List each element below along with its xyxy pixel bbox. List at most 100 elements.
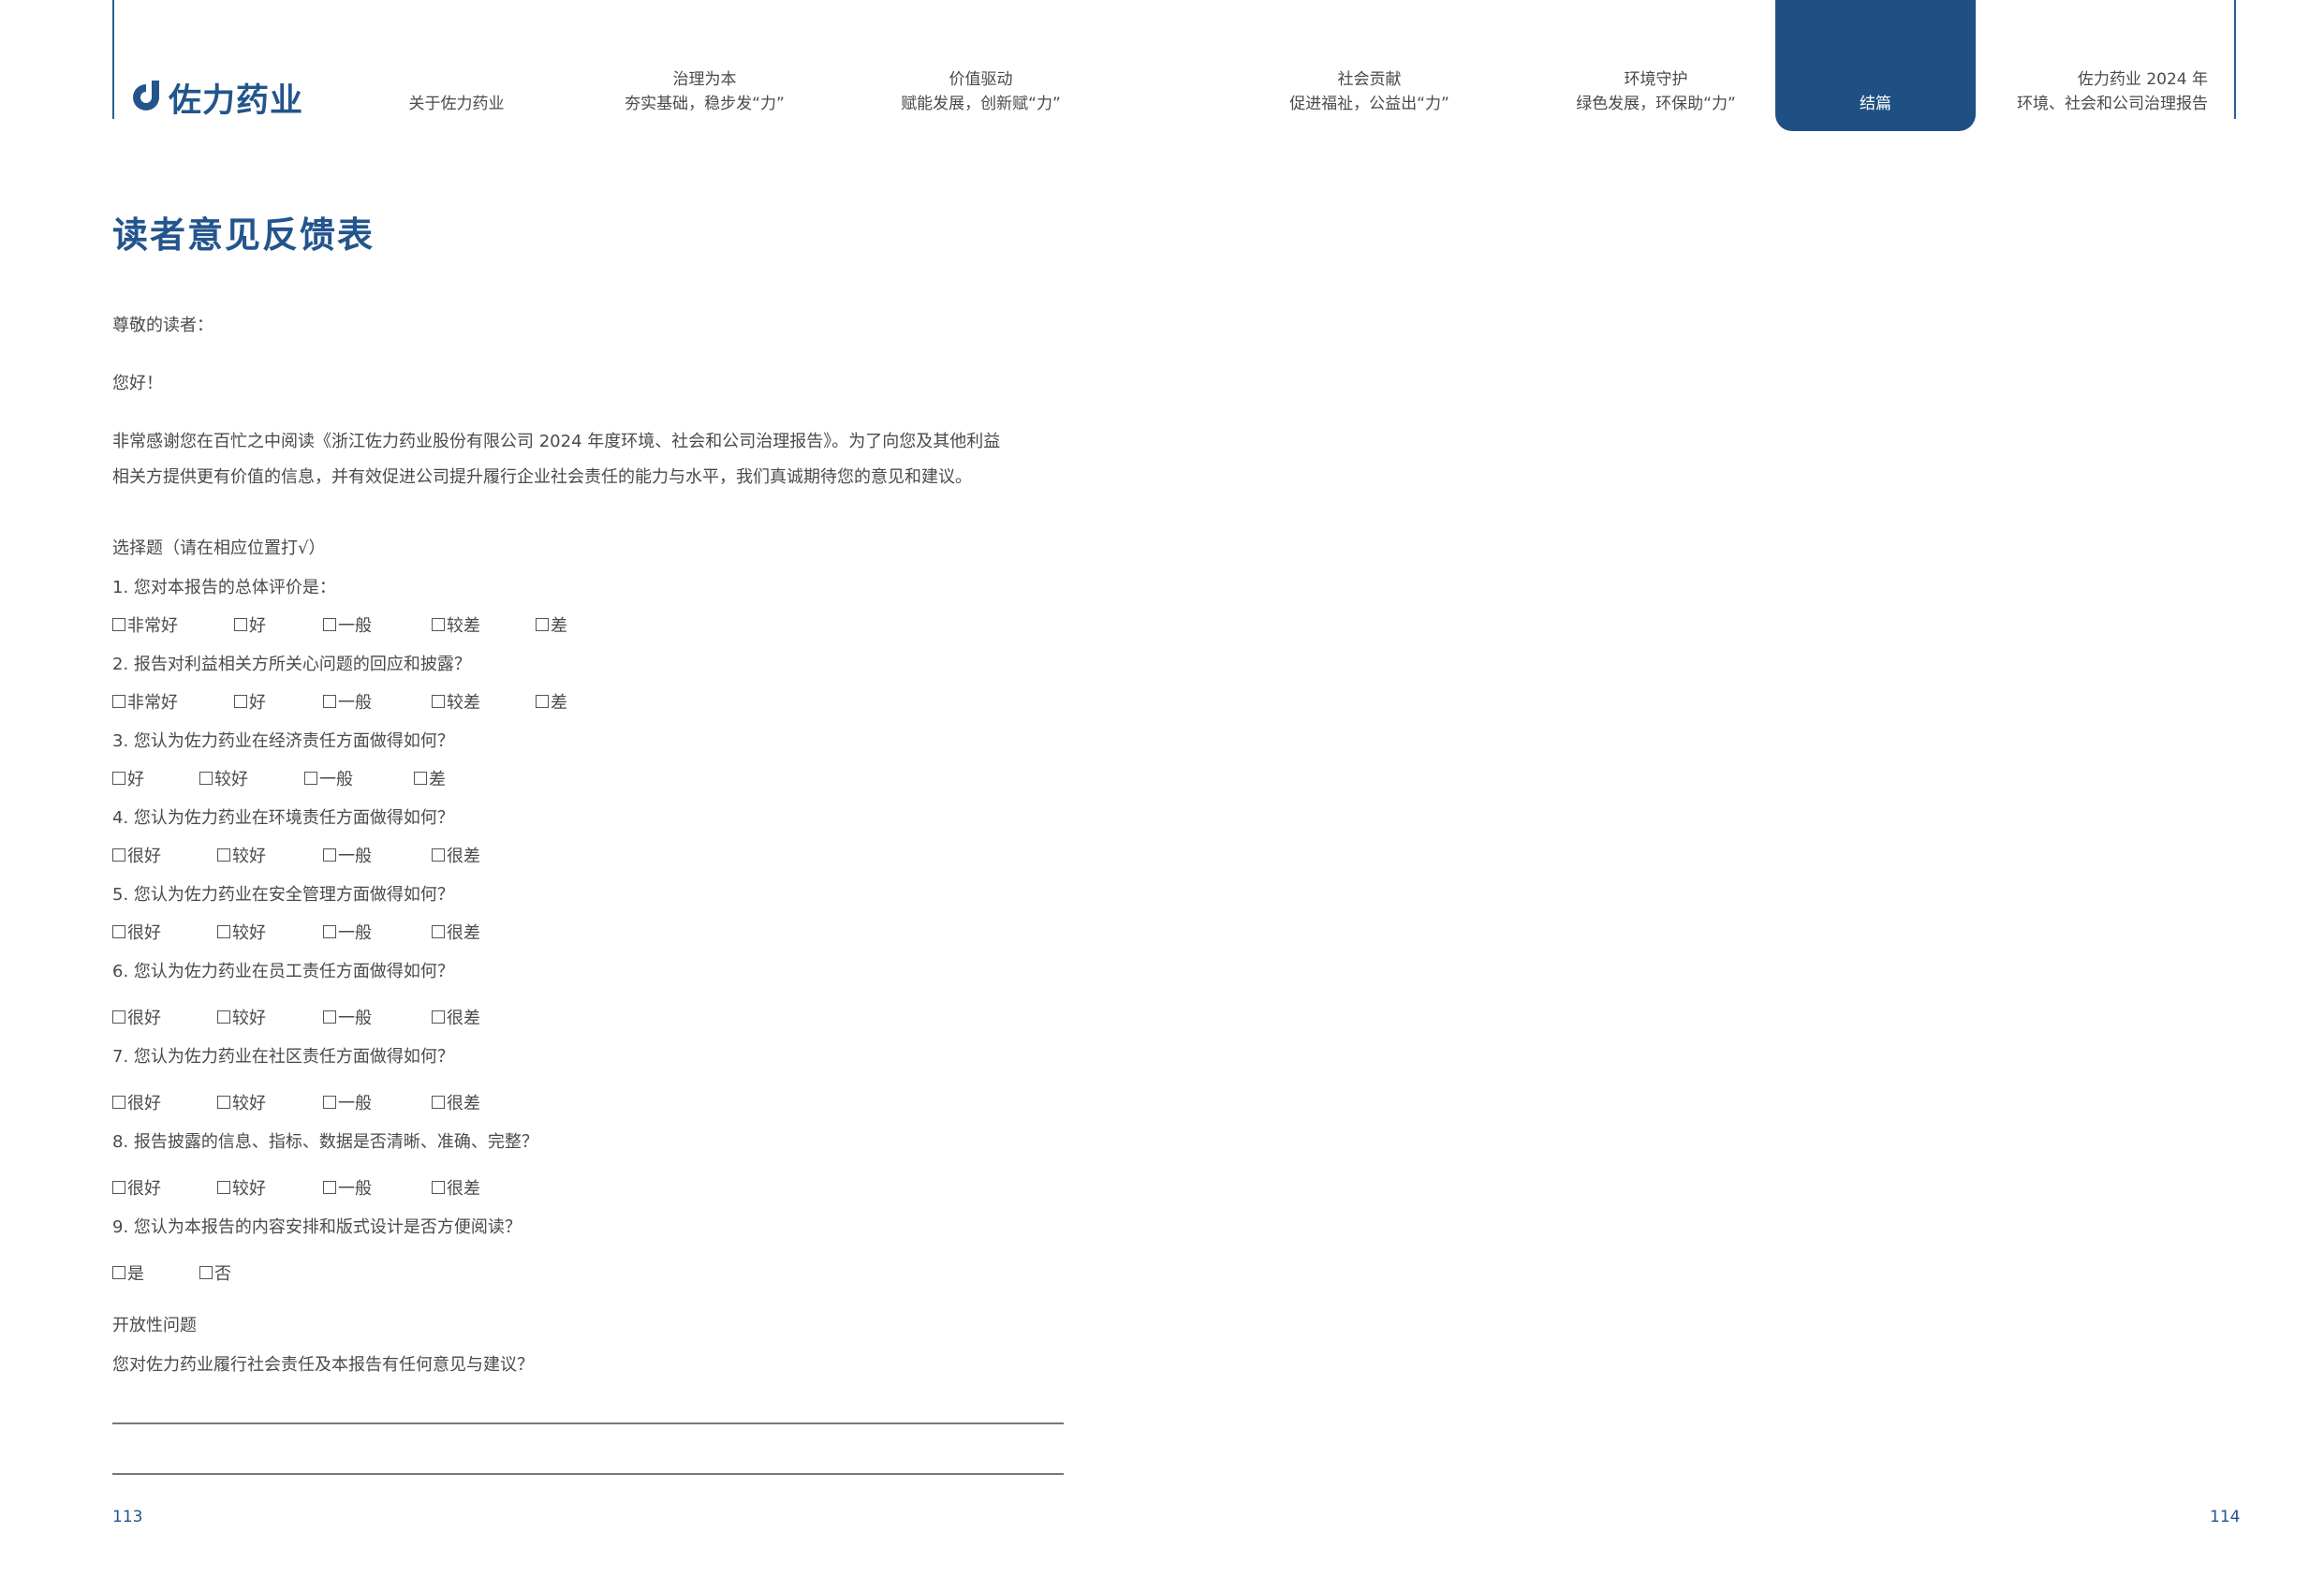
checkbox-icon[interactable] bbox=[112, 925, 125, 938]
checkbox-icon[interactable] bbox=[323, 695, 336, 708]
option-checkbox[interactable]: 较好 bbox=[217, 1005, 266, 1029]
option-checkbox[interactable]: 差 bbox=[536, 689, 567, 714]
option-checkbox[interactable]: 较好 bbox=[217, 920, 266, 944]
checkbox-icon[interactable] bbox=[112, 1266, 125, 1279]
checkbox-icon[interactable] bbox=[112, 695, 125, 708]
option-checkbox[interactable]: 很好 bbox=[112, 920, 161, 944]
option-checkbox[interactable]: 较差 bbox=[432, 612, 480, 637]
nav-item-governance[interactable]: 治理为本 夯实基础，稳步发“力” bbox=[609, 0, 801, 131]
option-checkbox[interactable]: 很好 bbox=[112, 1090, 161, 1114]
checkbox-icon[interactable] bbox=[217, 1010, 230, 1024]
option-checkbox[interactable]: 好 bbox=[234, 689, 266, 714]
checkbox-icon[interactable] bbox=[432, 1010, 445, 1024]
option-checkbox[interactable]: 较好 bbox=[199, 766, 248, 790]
option-checkbox[interactable]: 好 bbox=[112, 766, 144, 790]
option-checkbox[interactable]: 一般 bbox=[323, 689, 372, 714]
option-label: 一般 bbox=[338, 847, 372, 866]
option-label: 一般 bbox=[338, 616, 372, 636]
option-checkbox[interactable]: 是 bbox=[112, 1260, 144, 1285]
checkbox-icon[interactable] bbox=[112, 1181, 125, 1194]
nav-item-environment[interactable]: 环境守护 绿色发展，环保助“力” bbox=[1560, 0, 1752, 131]
nav-item-social[interactable]: 社会贡献 促进福祉，公益出“力” bbox=[1273, 0, 1465, 131]
option-label: 较好 bbox=[232, 847, 266, 866]
checkbox-icon[interactable] bbox=[112, 1010, 125, 1024]
option-checkbox[interactable]: 一般 bbox=[323, 1005, 372, 1029]
checkbox-icon[interactable] bbox=[234, 618, 247, 631]
checkbox-icon[interactable] bbox=[323, 618, 336, 631]
checkbox-icon[interactable] bbox=[414, 772, 427, 785]
page-number-right: 114 bbox=[2210, 1508, 2241, 1526]
checkbox-icon[interactable] bbox=[112, 618, 125, 631]
question-4: 4. 您认为佐力药业在环境责任方面做得如何？ bbox=[112, 808, 454, 828]
option-checkbox[interactable]: 很差 bbox=[432, 843, 480, 867]
checkbox-icon[interactable] bbox=[304, 772, 317, 785]
nav-item-report[interactable]: 佐力药业 2024 年 环境、社会和公司治理报告 bbox=[2004, 0, 2208, 131]
option-checkbox[interactable]: 一般 bbox=[323, 920, 372, 944]
page-title: 读者意见反馈表 bbox=[112, 214, 375, 256]
company-logo[interactable]: 佐力药业 bbox=[129, 75, 303, 120]
answer-line-1[interactable] bbox=[112, 1422, 1064, 1424]
checkbox-icon[interactable] bbox=[536, 618, 549, 631]
option-checkbox[interactable]: 很差 bbox=[432, 920, 480, 944]
checkbox-icon[interactable] bbox=[323, 1181, 336, 1194]
option-checkbox[interactable]: 很好 bbox=[112, 1005, 161, 1029]
checkbox-icon[interactable] bbox=[112, 1096, 125, 1109]
checkbox-icon[interactable] bbox=[323, 925, 336, 938]
checkbox-icon[interactable] bbox=[199, 1266, 213, 1279]
checkbox-icon[interactable] bbox=[112, 848, 125, 862]
option-checkbox[interactable]: 较好 bbox=[217, 1090, 266, 1114]
checkbox-icon[interactable] bbox=[536, 695, 549, 708]
option-checkbox[interactable]: 非常好 bbox=[112, 612, 178, 637]
option-checkbox[interactable]: 很差 bbox=[432, 1005, 480, 1029]
option-checkbox[interactable]: 一般 bbox=[323, 612, 372, 637]
checkbox-icon[interactable] bbox=[432, 1096, 445, 1109]
checkbox-icon[interactable] bbox=[217, 925, 230, 938]
intro-line-2: 相关方提供更有价值的信息，并有效促进公司提升履行企业社会责任的能力与水平，我们真… bbox=[112, 467, 972, 487]
option-label: 较好 bbox=[232, 923, 266, 943]
checkbox-icon[interactable] bbox=[217, 1096, 230, 1109]
option-checkbox[interactable]: 较差 bbox=[432, 689, 480, 714]
hello: 您好！ bbox=[112, 374, 163, 393]
option-checkbox[interactable]: 很好 bbox=[112, 843, 161, 867]
option-checkbox[interactable]: 很差 bbox=[432, 1175, 480, 1200]
checkbox-icon[interactable] bbox=[432, 695, 445, 708]
nav-line2: 促进福祉，公益出“力” bbox=[1289, 95, 1449, 113]
option-checkbox[interactable]: 否 bbox=[199, 1260, 231, 1285]
nav-item-conclusion[interactable]: 结篇 bbox=[1775, 0, 1976, 131]
checkbox-icon[interactable] bbox=[234, 695, 247, 708]
option-checkbox[interactable]: 差 bbox=[414, 766, 446, 790]
option-label: 较好 bbox=[214, 770, 248, 789]
nav-item-about[interactable]: 关于佐力药业 bbox=[384, 0, 529, 131]
option-checkbox[interactable]: 较好 bbox=[217, 1175, 266, 1200]
checkbox-icon[interactable] bbox=[323, 1096, 336, 1109]
option-checkbox[interactable]: 较好 bbox=[217, 843, 266, 867]
checkbox-icon[interactable] bbox=[323, 848, 336, 862]
checkbox-icon[interactable] bbox=[432, 1181, 445, 1194]
nav-item-value[interactable]: 价值驱动 赋能发展，创新赋“力” bbox=[885, 0, 1077, 131]
option-checkbox[interactable]: 一般 bbox=[323, 1175, 372, 1200]
option-label: 是 bbox=[127, 1264, 144, 1284]
option-checkbox[interactable]: 好 bbox=[234, 612, 266, 637]
option-checkbox[interactable]: 一般 bbox=[323, 843, 372, 867]
checkbox-icon[interactable] bbox=[199, 772, 213, 785]
checkbox-icon[interactable] bbox=[323, 1010, 336, 1024]
checkbox-icon[interactable] bbox=[432, 848, 445, 862]
option-checkbox[interactable]: 非常好 bbox=[112, 689, 178, 714]
option-label: 很好 bbox=[127, 923, 161, 943]
nav-line1: 社会贡献 bbox=[1337, 70, 1402, 89]
checkbox-icon[interactable] bbox=[217, 1181, 230, 1194]
option-label: 好 bbox=[249, 693, 266, 713]
checkbox-icon[interactable] bbox=[432, 925, 445, 938]
open-question-header: 开放性问题 bbox=[112, 1316, 197, 1335]
option-checkbox[interactable]: 一般 bbox=[323, 1090, 372, 1114]
option-checkbox[interactable]: 差 bbox=[536, 612, 567, 637]
checkbox-icon[interactable] bbox=[217, 848, 230, 862]
option-checkbox[interactable]: 很好 bbox=[112, 1175, 161, 1200]
answer-line-2[interactable] bbox=[112, 1473, 1064, 1475]
checkbox-icon[interactable] bbox=[112, 772, 125, 785]
option-label: 好 bbox=[249, 616, 266, 636]
nav-line1: 环境守护 bbox=[1624, 70, 1688, 89]
option-checkbox[interactable]: 很差 bbox=[432, 1090, 480, 1114]
option-checkbox[interactable]: 一般 bbox=[304, 766, 353, 790]
checkbox-icon[interactable] bbox=[432, 618, 445, 631]
